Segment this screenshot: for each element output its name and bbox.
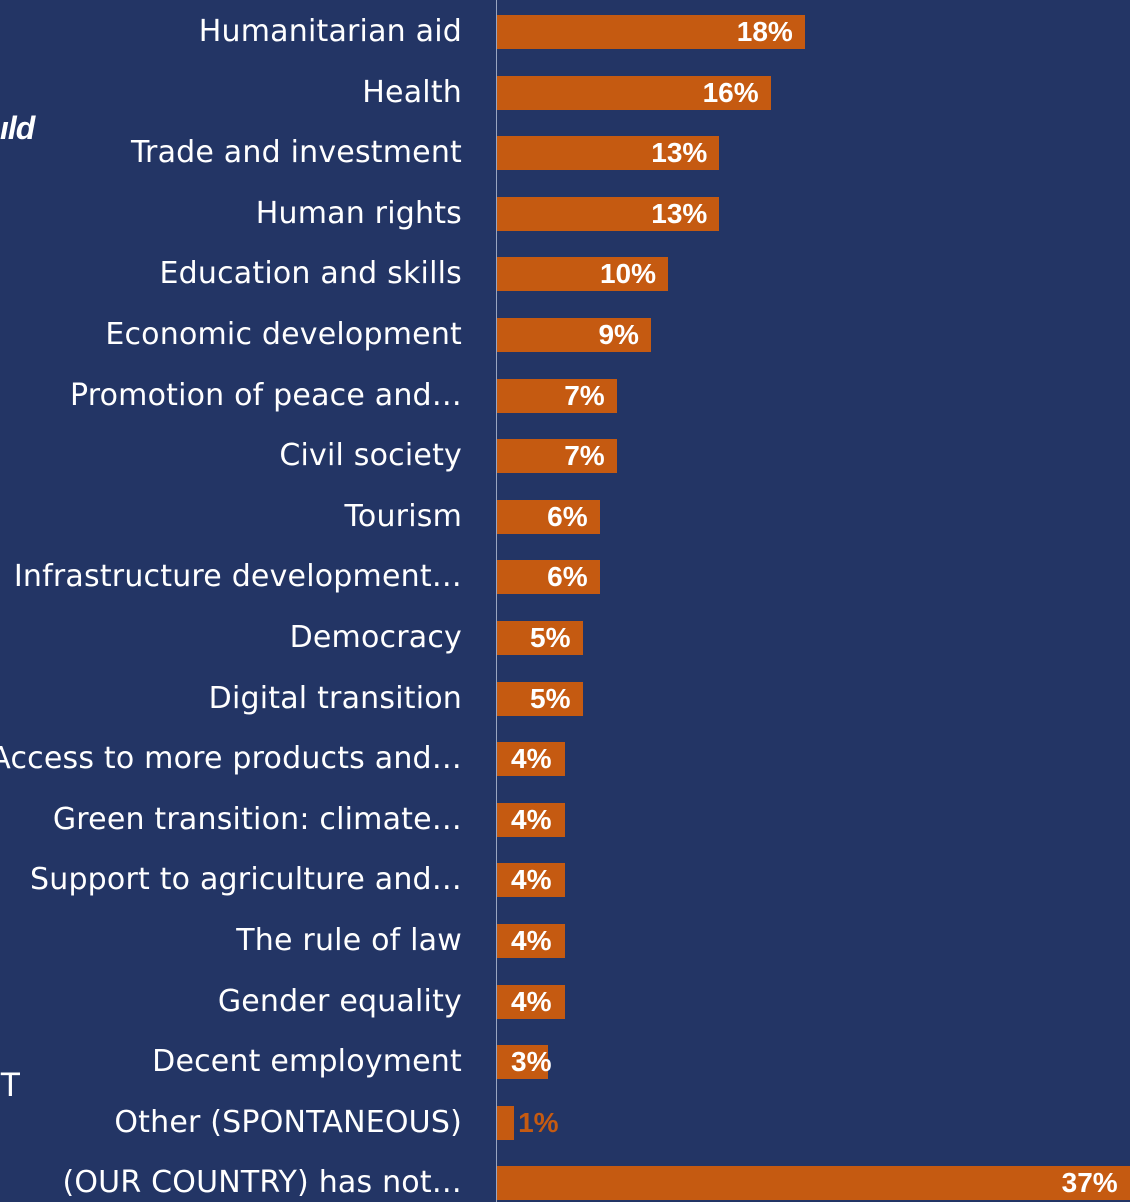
value-label: 13%: [651, 197, 708, 229]
bar: [497, 15, 805, 49]
category-label: Democracy: [289, 620, 462, 655]
bar: [497, 378, 617, 413]
bar: [497, 1166, 1130, 1201]
value-label: 37%: [1061, 1167, 1118, 1199]
clipped-title-fragment: ıld: [0, 110, 35, 146]
value-label: 5%: [530, 622, 571, 653]
bar: [497, 621, 583, 655]
category-label: Human rights: [255, 195, 462, 231]
value-label: 18%: [736, 16, 793, 47]
category-label: Economic development: [105, 317, 462, 352]
bar: [497, 75, 771, 110]
value-label: 3%: [511, 1046, 552, 1078]
value-label: 1%: [518, 1106, 559, 1138]
value-label: 4%: [511, 803, 552, 835]
value-label: 6%: [547, 561, 588, 593]
category-label: Education and skills: [159, 256, 462, 292]
category-axis-line: [496, 0, 497, 1202]
category-label: Health: [362, 74, 462, 110]
category-label: Access to more products and…: [0, 741, 462, 777]
category-label: Decent employment: [152, 1044, 462, 1080]
bar: [497, 802, 566, 837]
bar: [497, 136, 720, 171]
bar: [497, 257, 668, 292]
category-label: Digital transition: [208, 680, 462, 716]
category-label: Promotion of peace and…: [69, 377, 462, 413]
bar: [497, 742, 566, 777]
value-label: 13%: [651, 137, 708, 169]
category-label: (OUR COUNTRY) has not…: [62, 1165, 462, 1201]
bar: [497, 439, 617, 474]
category-label: Tourism: [344, 498, 462, 534]
value-label: 4%: [511, 864, 552, 896]
clipped-note-fragment: T: [0, 1066, 21, 1104]
bar: [497, 1045, 549, 1080]
value-label: 4%: [511, 925, 552, 956]
bar: [497, 318, 651, 352]
category-label: Civil society: [279, 438, 462, 474]
bar: [497, 1105, 515, 1140]
category-label: Trade and investment: [130, 135, 462, 171]
value-label: 4%: [511, 743, 552, 775]
bar: [497, 499, 600, 534]
bar: [497, 681, 583, 716]
value-label: 4%: [511, 985, 552, 1017]
value-label: 9%: [598, 319, 639, 350]
category-label: Green transition: climate…: [52, 801, 462, 837]
value-label: 6%: [547, 500, 588, 532]
value-label: 7%: [564, 379, 605, 411]
category-label: Humanitarian aid: [198, 14, 462, 49]
category-label: Infrastructure development…: [13, 559, 462, 595]
value-label: 16%: [702, 76, 759, 108]
value-label: 5%: [530, 682, 571, 714]
value-label: 7%: [564, 440, 605, 472]
bar: [497, 863, 566, 898]
category-label: Gender equality: [217, 983, 462, 1019]
value-label: 10%: [599, 258, 656, 290]
bar: [497, 924, 566, 958]
bar: [497, 984, 566, 1019]
bar: [497, 196, 720, 231]
category-label: Support to agriculture and…: [29, 862, 462, 898]
category-label: The rule of law: [236, 923, 462, 958]
category-label: Other (SPONTANEOUS): [114, 1104, 462, 1140]
bar: [497, 560, 600, 595]
